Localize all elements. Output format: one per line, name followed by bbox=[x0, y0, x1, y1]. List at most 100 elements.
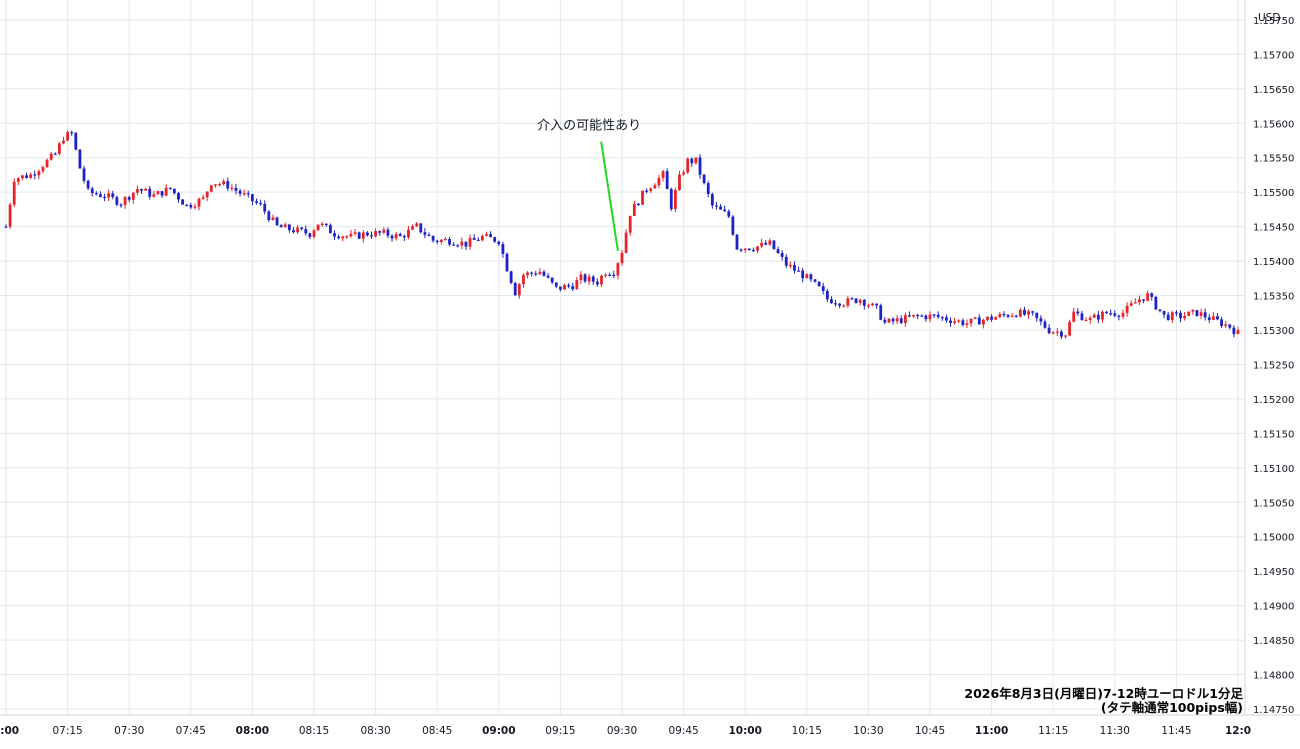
candle-body bbox=[324, 223, 328, 226]
y-tick-label: 1.14850 bbox=[1253, 636, 1294, 647]
candle-body bbox=[271, 217, 275, 220]
candle-body bbox=[448, 239, 451, 245]
candle-body bbox=[1080, 313, 1084, 321]
candle-body bbox=[760, 242, 764, 247]
candle-body bbox=[1088, 317, 1092, 320]
y-tick-label: 1.15000 bbox=[1253, 533, 1294, 544]
annotation: 介入の可能性あり bbox=[537, 119, 641, 251]
candle-body bbox=[337, 236, 341, 239]
candle-body bbox=[140, 189, 143, 191]
y-tick-label: 1.15050 bbox=[1253, 498, 1294, 509]
candle-body bbox=[263, 203, 267, 212]
candle-body bbox=[764, 242, 768, 245]
x-tick-label: 08:45 bbox=[422, 725, 452, 737]
candle-body bbox=[776, 249, 780, 254]
candle-body bbox=[981, 319, 985, 325]
candle-body bbox=[308, 233, 312, 237]
candle-body bbox=[292, 230, 295, 233]
candle-body bbox=[16, 178, 20, 182]
candle-body bbox=[197, 198, 201, 207]
candle-body bbox=[1018, 309, 1022, 317]
candle-body bbox=[1010, 315, 1014, 317]
x-tick-label: 10:15 bbox=[792, 725, 822, 737]
candle-body bbox=[825, 290, 829, 300]
candle-body bbox=[12, 181, 16, 205]
candle-body bbox=[1216, 316, 1219, 320]
candle-body bbox=[1187, 311, 1191, 316]
candle-body bbox=[1195, 310, 1199, 317]
y-tick-label: 1.15300 bbox=[1253, 326, 1294, 337]
x-tick-label: 11:45 bbox=[1161, 725, 1191, 737]
candle-body bbox=[131, 192, 135, 200]
candle-body bbox=[29, 174, 33, 178]
candle-body bbox=[538, 271, 542, 275]
candle-body bbox=[706, 183, 710, 194]
x-tick-label: 09:15 bbox=[545, 725, 575, 737]
candle-body bbox=[62, 140, 65, 144]
candle-body bbox=[127, 197, 131, 200]
y-tick-label: 1.15200 bbox=[1253, 395, 1294, 406]
candle-body bbox=[1055, 331, 1059, 333]
candle-body bbox=[501, 244, 505, 254]
candle-body bbox=[411, 226, 414, 230]
candle-body bbox=[365, 232, 369, 236]
candle-body bbox=[920, 315, 924, 317]
candle-body bbox=[41, 167, 45, 172]
candle-body bbox=[739, 249, 743, 251]
candle-body bbox=[834, 303, 837, 305]
candle-body bbox=[99, 194, 102, 197]
candle-body bbox=[238, 190, 242, 194]
candle-body bbox=[871, 303, 874, 306]
candle-body bbox=[817, 281, 821, 287]
candle-body bbox=[903, 315, 907, 323]
candle-body bbox=[1047, 327, 1051, 334]
candle-body bbox=[526, 272, 529, 276]
candle-body bbox=[1138, 299, 1141, 303]
candle-body bbox=[177, 193, 180, 200]
candle-body bbox=[579, 274, 583, 281]
candle-body bbox=[559, 286, 562, 290]
candle-body bbox=[1207, 317, 1211, 320]
candle-body bbox=[287, 224, 291, 231]
candle-body bbox=[476, 239, 480, 242]
y-tick-label: 1.15700 bbox=[1253, 50, 1294, 61]
candle-body bbox=[279, 225, 283, 228]
y-tick-label: 1.14750 bbox=[1253, 705, 1294, 716]
candle-body bbox=[341, 236, 345, 239]
candle-body bbox=[1002, 314, 1006, 316]
candle-body bbox=[1109, 313, 1113, 315]
x-tick-label: 09:00 bbox=[482, 725, 515, 737]
candle-body bbox=[965, 323, 969, 325]
candle-body bbox=[788, 265, 792, 267]
y-tick-label: 1.15250 bbox=[1253, 360, 1294, 371]
candle-body bbox=[928, 314, 932, 320]
candle-body bbox=[813, 279, 817, 282]
candle-body bbox=[694, 157, 698, 164]
candle-body bbox=[255, 201, 258, 203]
candle-body bbox=[398, 234, 402, 237]
candle-body bbox=[320, 223, 324, 225]
candle-body bbox=[604, 274, 607, 276]
candle-body bbox=[998, 314, 1002, 318]
candle-body bbox=[193, 206, 197, 208]
candle-body bbox=[427, 234, 431, 237]
x-tick-label: 08:30 bbox=[360, 725, 390, 737]
candle-body bbox=[702, 174, 706, 184]
candle-body bbox=[251, 194, 254, 202]
x-tick-label: 12:0 bbox=[1225, 725, 1251, 737]
candle-body bbox=[949, 320, 952, 323]
candle-body bbox=[201, 197, 205, 199]
candle-body bbox=[793, 265, 796, 271]
candle-body bbox=[472, 238, 476, 240]
candle-body bbox=[152, 194, 156, 197]
candle-body bbox=[390, 235, 394, 239]
candle-body bbox=[37, 171, 41, 176]
candle-body bbox=[1043, 321, 1047, 328]
candle-body bbox=[1072, 311, 1076, 322]
candle-body bbox=[649, 188, 653, 191]
candle-body bbox=[1146, 293, 1150, 301]
candle-body bbox=[661, 171, 665, 178]
candle-body bbox=[916, 314, 920, 317]
candle-body bbox=[550, 277, 554, 283]
x-tick-label: 10:30 bbox=[853, 725, 883, 737]
